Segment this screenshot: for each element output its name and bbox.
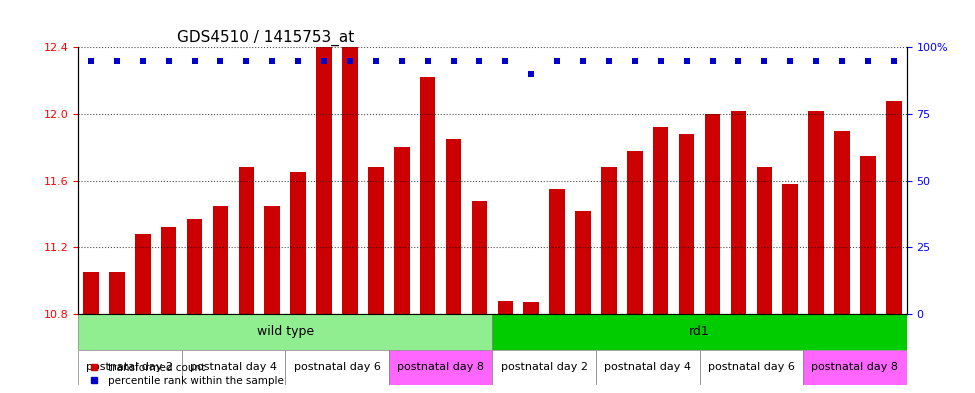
Bar bbox=[342, 0, 358, 314]
Text: wild type: wild type bbox=[256, 325, 314, 338]
Point bbox=[835, 57, 850, 64]
Bar bbox=[679, 134, 694, 314]
Bar bbox=[886, 101, 902, 314]
Bar bbox=[627, 151, 643, 314]
Bar bbox=[602, 167, 616, 314]
FancyBboxPatch shape bbox=[78, 314, 492, 349]
Point bbox=[109, 57, 125, 64]
FancyBboxPatch shape bbox=[596, 349, 700, 385]
Point bbox=[808, 57, 824, 64]
Bar bbox=[291, 172, 306, 314]
Bar bbox=[497, 301, 513, 314]
Bar bbox=[575, 211, 591, 314]
Bar bbox=[109, 272, 125, 314]
FancyBboxPatch shape bbox=[803, 349, 907, 385]
Point bbox=[524, 71, 539, 77]
Bar bbox=[213, 206, 228, 314]
Bar bbox=[757, 167, 772, 314]
Point bbox=[705, 57, 721, 64]
Point bbox=[239, 57, 254, 64]
Text: postnatal day 6: postnatal day 6 bbox=[708, 362, 795, 372]
Point bbox=[264, 57, 280, 64]
Bar bbox=[369, 167, 383, 314]
Bar bbox=[446, 139, 461, 314]
Point bbox=[394, 57, 410, 64]
Text: postnatal day 4: postnatal day 4 bbox=[190, 362, 277, 372]
Bar bbox=[135, 234, 150, 314]
Text: postnatal day 2: postnatal day 2 bbox=[501, 362, 588, 372]
Point bbox=[446, 57, 461, 64]
FancyBboxPatch shape bbox=[285, 349, 389, 385]
Point bbox=[730, 57, 746, 64]
Point bbox=[886, 57, 902, 64]
Point bbox=[497, 57, 513, 64]
Point bbox=[653, 57, 669, 64]
Point bbox=[342, 57, 358, 64]
Bar bbox=[782, 184, 798, 314]
Point bbox=[187, 57, 203, 64]
Text: postnatal day 8: postnatal day 8 bbox=[811, 362, 898, 372]
Text: rd1: rd1 bbox=[689, 325, 710, 338]
FancyBboxPatch shape bbox=[78, 349, 181, 385]
Point bbox=[472, 57, 488, 64]
Bar bbox=[394, 147, 410, 314]
FancyBboxPatch shape bbox=[181, 349, 285, 385]
Bar bbox=[808, 110, 824, 314]
Bar bbox=[187, 219, 203, 314]
Point bbox=[602, 57, 617, 64]
Point bbox=[575, 57, 591, 64]
Bar bbox=[705, 114, 721, 314]
Bar bbox=[161, 227, 176, 314]
Point bbox=[782, 57, 798, 64]
Point bbox=[860, 57, 876, 64]
Bar bbox=[264, 206, 280, 314]
Bar bbox=[730, 110, 746, 314]
Point bbox=[83, 57, 98, 64]
Point bbox=[161, 57, 176, 64]
Point bbox=[627, 57, 643, 64]
Text: postnatal day 6: postnatal day 6 bbox=[293, 362, 380, 372]
Point bbox=[420, 57, 436, 64]
Bar bbox=[420, 77, 436, 314]
Point bbox=[291, 57, 306, 64]
Bar bbox=[835, 130, 850, 314]
Text: postnatal day 8: postnatal day 8 bbox=[397, 362, 484, 372]
Bar bbox=[83, 272, 98, 314]
Bar bbox=[549, 189, 565, 314]
FancyBboxPatch shape bbox=[492, 349, 596, 385]
Point bbox=[679, 57, 694, 64]
Text: postnatal day 2: postnatal day 2 bbox=[87, 362, 174, 372]
Legend: transformed count, percentile rank within the sample: transformed count, percentile rank withi… bbox=[83, 363, 284, 386]
Point bbox=[757, 57, 772, 64]
Point bbox=[368, 57, 383, 64]
Text: GDS4510 / 1415753_at: GDS4510 / 1415753_at bbox=[177, 29, 355, 46]
Point bbox=[316, 57, 332, 64]
Bar bbox=[316, 0, 332, 314]
Bar bbox=[860, 156, 876, 314]
Bar bbox=[524, 302, 539, 314]
Bar bbox=[472, 200, 488, 314]
Point bbox=[213, 57, 228, 64]
Text: postnatal day 4: postnatal day 4 bbox=[604, 362, 691, 372]
Bar bbox=[239, 167, 254, 314]
FancyBboxPatch shape bbox=[389, 349, 492, 385]
FancyBboxPatch shape bbox=[492, 314, 907, 349]
Bar bbox=[653, 127, 669, 314]
FancyBboxPatch shape bbox=[700, 349, 803, 385]
Point bbox=[549, 57, 565, 64]
Point bbox=[135, 57, 150, 64]
